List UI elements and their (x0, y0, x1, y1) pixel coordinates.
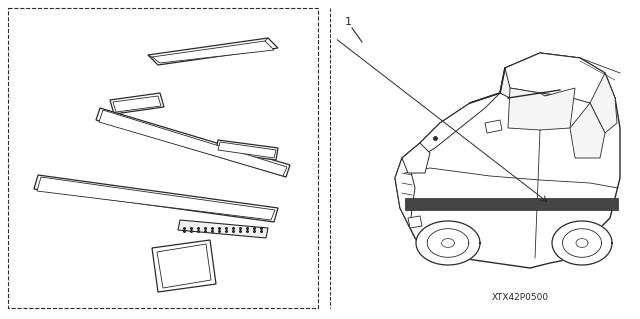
Bar (8, 8, 318, 308)
Polygon shape (416, 221, 480, 265)
Polygon shape (157, 244, 211, 288)
Polygon shape (405, 198, 618, 210)
Polygon shape (178, 220, 268, 238)
Polygon shape (505, 53, 615, 103)
Polygon shape (508, 88, 575, 130)
Polygon shape (37, 177, 275, 220)
Polygon shape (590, 73, 617, 133)
Polygon shape (99, 110, 287, 176)
Polygon shape (500, 53, 580, 98)
Polygon shape (402, 93, 500, 163)
Polygon shape (395, 158, 415, 228)
Text: XTX42P0500: XTX42P0500 (492, 293, 548, 302)
Polygon shape (96, 108, 290, 177)
Polygon shape (110, 93, 164, 114)
Polygon shape (402, 143, 430, 173)
Polygon shape (152, 41, 274, 63)
Polygon shape (34, 175, 278, 222)
Text: 1: 1 (344, 17, 351, 27)
Polygon shape (395, 53, 620, 268)
Polygon shape (485, 120, 502, 133)
Polygon shape (552, 221, 612, 265)
Polygon shape (218, 142, 276, 158)
Polygon shape (216, 140, 278, 160)
Polygon shape (408, 216, 422, 228)
Polygon shape (113, 96, 161, 112)
Polygon shape (152, 240, 216, 292)
Polygon shape (570, 103, 605, 158)
Polygon shape (148, 38, 278, 65)
